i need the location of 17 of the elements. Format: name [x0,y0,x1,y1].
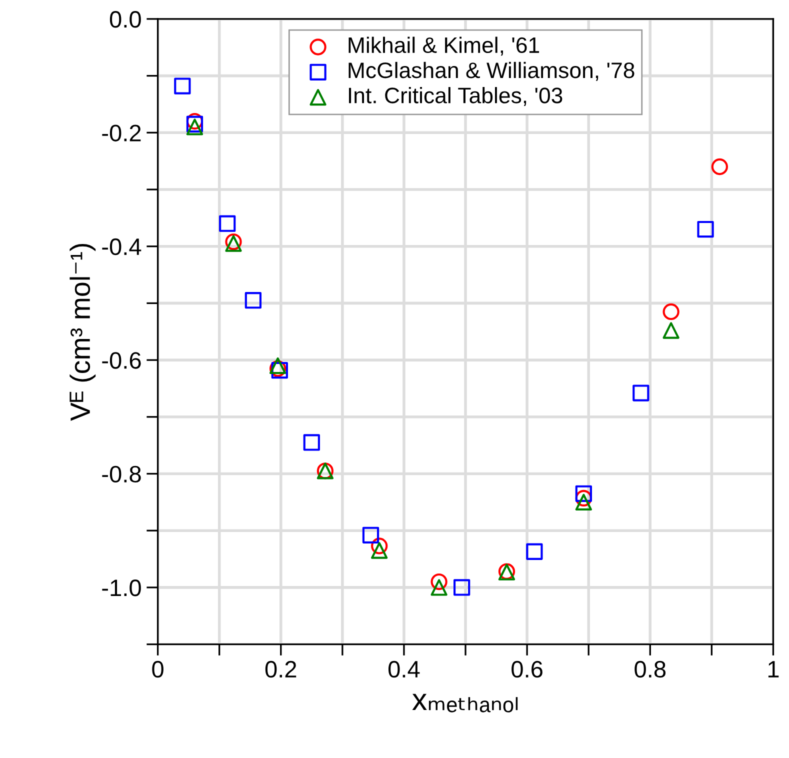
y-tick-label: -0.8 [102,466,141,483]
x-tick-label: 0.6 [512,660,542,678]
x-tick-label: 1 [768,661,779,678]
legend-label: Int. Critical Tables, '03 [348,87,562,106]
y-axis-title: Vᴱ (cm³ mol⁻¹) [70,244,96,421]
x-tick-label: 0.4 [388,660,420,678]
x-tick-label: 0 [152,660,164,678]
legend-label: McGlashan & Williamson, '78 [348,62,634,81]
y-tick-label: 0.0 [110,11,141,28]
y-tick-label: -1.0 [102,580,141,596]
x-tick-label: 0.2 [265,660,296,678]
legend-label: Mikhail & Kimel, '61 [348,36,540,56]
y-tick-label: -0.4 [102,238,142,256]
x-axis-title: xₘₑₜₕₐₙₒₗ [412,694,518,712]
y-tick-label: -0.2 [102,124,141,142]
x-tick-label: 0.8 [634,660,666,678]
y-tick-label: -0.6 [102,352,141,369]
